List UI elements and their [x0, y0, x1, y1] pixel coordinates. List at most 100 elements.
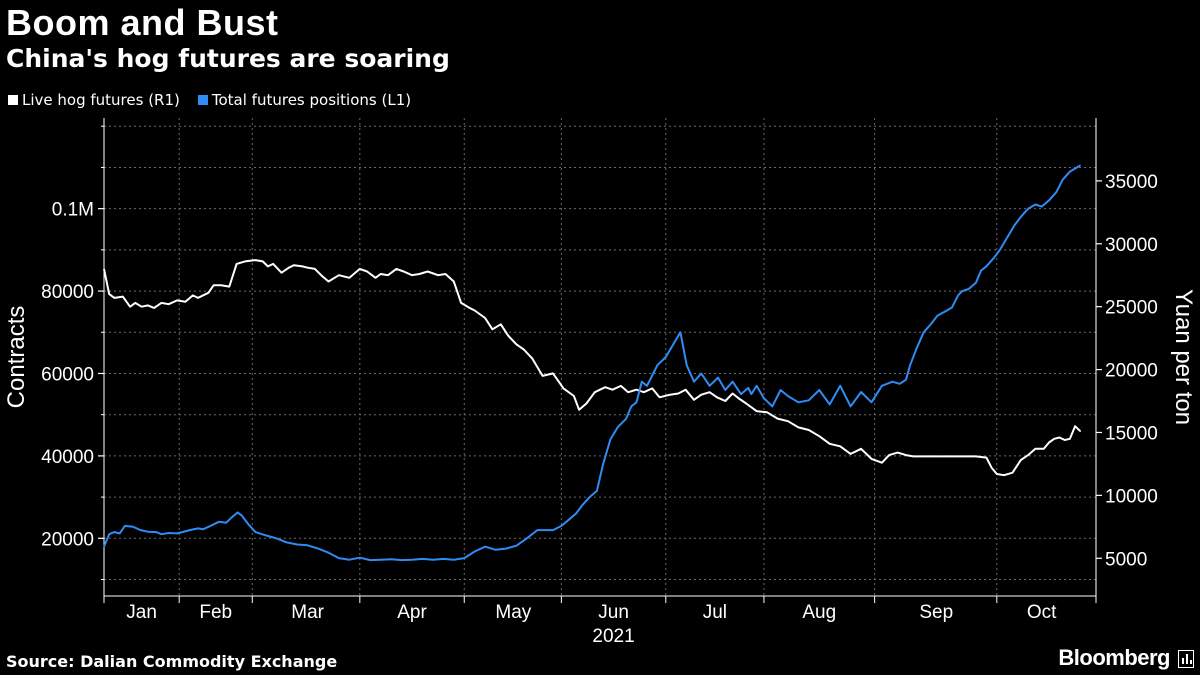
x-year-label: 2021 — [592, 626, 634, 647]
right-tick-label: 15000 — [1105, 423, 1158, 444]
data-point-positions — [1055, 191, 1057, 193]
data-point-live-hog — [122, 296, 124, 298]
data-point-live-hog — [943, 455, 946, 457]
data-point-positions — [515, 545, 518, 547]
left-tick-label: 80000 — [41, 282, 94, 303]
data-point-live-hog — [669, 394, 671, 396]
data-point-positions — [103, 545, 105, 548]
data-point-live-hog — [228, 285, 230, 288]
left-tick-label: 0.1M — [52, 200, 94, 221]
data-point-positions — [218, 521, 220, 523]
grid — [103, 118, 1097, 596]
x-tick-label: May — [495, 602, 531, 623]
data-point-live-hog — [338, 274, 340, 276]
data-point-positions — [596, 490, 598, 492]
legend-item-positions: Total futures positions (L1) — [197, 91, 411, 109]
data-point-positions — [1048, 199, 1050, 202]
data-point-live-hog — [507, 335, 509, 337]
data-point-positions — [709, 385, 711, 387]
x-tick-label: Aug — [802, 602, 836, 623]
data-point-live-hog — [254, 259, 257, 261]
data-point-positions — [763, 397, 765, 399]
data-point-positions — [401, 559, 403, 561]
data-point-positions — [147, 531, 149, 533]
data-point-live-hog — [103, 268, 105, 270]
data-point-live-hog — [395, 268, 397, 270]
data-point-live-hog — [1079, 430, 1081, 432]
data-point-positions — [552, 529, 554, 531]
data-point-positions — [732, 381, 734, 383]
data-point-live-hog — [244, 260, 246, 262]
data-point-positions — [1079, 164, 1081, 166]
data-point-live-hog — [327, 280, 330, 283]
data-point-live-hog — [176, 299, 178, 301]
data-point-positions — [526, 537, 528, 539]
data-point-live-hog — [1074, 425, 1076, 427]
data-point-live-hog — [1053, 438, 1055, 440]
axis-labels: 20000 40000 60000 80000 0.1M 5000 10000 15000 20… — [3, 172, 1197, 647]
data-point-live-hog — [220, 284, 222, 286]
data-point-positions — [891, 381, 893, 383]
x-tick-label: Sep — [919, 602, 953, 623]
data-point-live-hog — [168, 303, 170, 305]
data-point-positions — [286, 541, 288, 544]
data-point-live-hog — [850, 453, 852, 455]
data-point-positions — [544, 529, 546, 531]
data-point-positions — [189, 529, 191, 531]
data-point-live-hog — [562, 387, 565, 390]
data-point-positions — [474, 550, 476, 553]
series-layer — [103, 164, 1081, 562]
data-point-positions — [359, 557, 361, 559]
data-point-positions — [1041, 205, 1043, 208]
x-tick-label: Apr — [397, 602, 427, 623]
data-point-live-hog — [1034, 448, 1037, 450]
data-point-positions — [155, 531, 157, 533]
data-point-live-hog — [829, 443, 831, 445]
data-point-live-hog — [709, 391, 711, 393]
series-line-positions — [103, 164, 1081, 562]
axes — [98, 118, 1102, 603]
data-point-live-hog — [716, 396, 718, 398]
data-point-live-hog — [627, 391, 629, 393]
bloomberg-chart-icon — [1178, 650, 1194, 668]
data-point-positions — [641, 381, 643, 383]
data-point-positions — [453, 559, 455, 561]
data-point-live-hog — [160, 302, 163, 304]
data-point-live-hog — [236, 263, 238, 265]
data-point-positions — [369, 559, 371, 561]
data-point-positions — [787, 395, 789, 397]
x-tick-label: Oct — [1027, 602, 1057, 623]
data-point-live-hog — [990, 467, 993, 469]
data-point-live-hog — [207, 292, 210, 294]
data-point-positions — [829, 403, 831, 405]
x-tick-label: Jan — [126, 602, 157, 623]
data-point-live-hog — [140, 306, 143, 308]
data-point-live-hog — [380, 273, 382, 275]
data-point-positions — [560, 525, 562, 527]
data-point-live-hog — [643, 391, 645, 393]
data-point-positions — [717, 377, 719, 379]
data-point-positions — [839, 385, 841, 387]
data-point-live-hog — [153, 307, 155, 309]
data-point-positions — [160, 533, 163, 535]
legend: Live hog futures (R1) Total futures posi… — [8, 91, 411, 109]
data-point-positions — [993, 257, 995, 259]
bloomberg-logo: Bloomberg — [1058, 645, 1170, 670]
data-point-positions — [108, 533, 110, 535]
data-point-positions — [176, 532, 178, 534]
data-point-live-hog — [738, 397, 740, 400]
data-point-positions — [818, 389, 820, 391]
data-point-live-hog — [1048, 441, 1050, 444]
data-point-live-hog — [418, 273, 420, 275]
data-point-positions — [338, 557, 340, 559]
data-point-positions — [700, 372, 702, 375]
data-point-positions — [197, 527, 199, 530]
data-point-live-hog — [888, 454, 890, 456]
data-point-live-hog — [1020, 459, 1022, 461]
data-point-positions — [1013, 224, 1016, 226]
data-point-live-hog — [113, 297, 116, 299]
data-point-live-hog — [685, 389, 687, 391]
data-point-positions — [951, 306, 953, 309]
chart-subtitle: China's hog futures are soaring — [6, 44, 450, 73]
